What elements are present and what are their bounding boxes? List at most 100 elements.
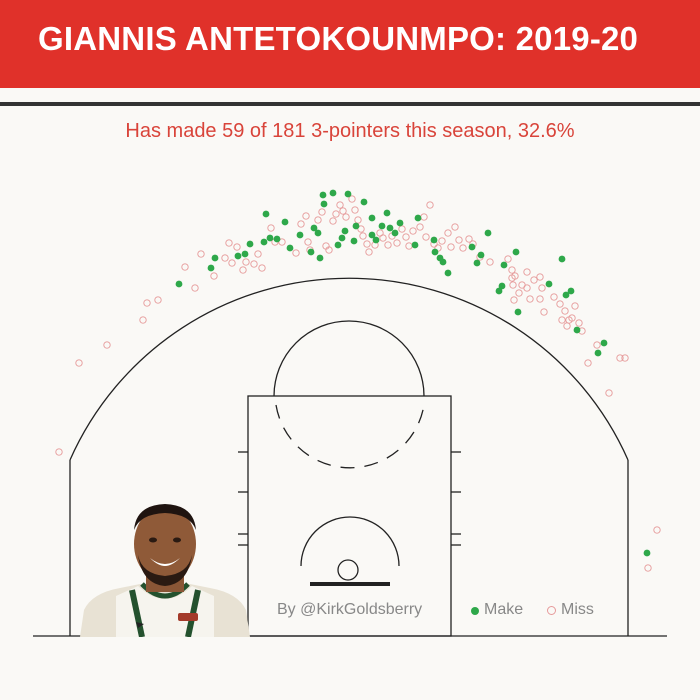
miss-shot-70 — [508, 266, 516, 274]
miss-shot-81 — [536, 273, 544, 281]
make-shot-54 — [391, 229, 399, 237]
miss-shot-55 — [426, 201, 434, 209]
miss-shot-82 — [536, 295, 544, 303]
miss-shot-39 — [357, 225, 365, 233]
miss-shot-11 — [225, 239, 233, 247]
miss-shot-17 — [254, 250, 262, 258]
legend-miss-marker — [547, 606, 556, 615]
make-shot-8 — [320, 200, 328, 208]
make-shot-43 — [260, 238, 268, 246]
miss-shot-92 — [571, 302, 579, 310]
miss-shot-6 — [181, 263, 189, 271]
free-throw-circle-top — [273, 320, 425, 397]
miss-shot-86 — [556, 300, 564, 308]
miss-shot-8 — [197, 250, 205, 258]
miss-shot-93 — [575, 319, 583, 327]
free-throw-circle-bottom — [275, 404, 425, 469]
make-shot-32 — [567, 287, 575, 295]
miss-shot-22 — [292, 249, 300, 257]
miss-shot-101 — [644, 564, 652, 572]
make-shot-2 — [344, 190, 352, 198]
miss-shot-36 — [348, 195, 356, 203]
miss-shot-14 — [239, 266, 247, 274]
miss-shot-80 — [530, 276, 538, 284]
make-shot-24 — [473, 259, 481, 267]
miss-shot-24 — [302, 212, 310, 220]
miss-shot-78 — [523, 284, 531, 292]
miss-shot-38 — [354, 216, 362, 224]
hoop — [337, 559, 359, 581]
make-shot-25 — [477, 251, 485, 259]
make-shot-17 — [414, 214, 422, 222]
miss-shot-32 — [332, 210, 340, 218]
miss-shot-56 — [422, 233, 430, 241]
make-shot-38 — [207, 264, 215, 272]
make-shot-44 — [266, 234, 274, 242]
miss-shot-73 — [510, 296, 518, 304]
make-shot-40 — [234, 252, 242, 260]
legend-make-label: Make — [484, 601, 524, 618]
legend-miss-label: Miss — [561, 601, 594, 618]
miss-shot-5 — [154, 296, 162, 304]
miss-shot-91 — [568, 314, 576, 322]
miss-shot-37 — [351, 206, 359, 214]
make-shot-39 — [211, 254, 219, 262]
miss-shot-99 — [605, 389, 613, 397]
make-shot-4 — [368, 214, 376, 222]
miss-shots — [55, 195, 661, 572]
miss-shot-10 — [221, 254, 229, 262]
miss-shot-84 — [540, 308, 548, 316]
miss-shot-50 — [402, 233, 410, 241]
miss-shot-85 — [550, 293, 558, 301]
make-shot-51 — [350, 237, 358, 245]
miss-shot-31 — [329, 217, 337, 225]
miss-shot-48 — [393, 239, 401, 247]
miss-shot-40 — [359, 232, 367, 240]
restricted-area-arc — [300, 516, 400, 567]
make-shot-36 — [600, 339, 608, 347]
miss-shot-41 — [363, 240, 371, 248]
page-title: GIANNIS ANTETOKOUNMPO: 2019-20 — [38, 20, 639, 57]
byline: By @KirkGoldsberry — [277, 601, 423, 618]
miss-shot-51 — [405, 242, 413, 250]
miss-shot-77 — [523, 268, 531, 276]
make-shot-26 — [500, 261, 508, 269]
make-shot-10 — [296, 231, 304, 239]
miss-shot-68 — [486, 258, 494, 266]
miss-shot-21 — [278, 238, 286, 246]
make-shot-56 — [436, 254, 444, 262]
miss-shot-18 — [258, 264, 266, 272]
miss-shot-19 — [267, 224, 275, 232]
miss-shot-35 — [342, 213, 350, 221]
chart-subtitle: Has made 59 of 181 3-pointers this seaso… — [125, 120, 575, 142]
miss-shot-96 — [593, 341, 601, 349]
miss-shot-23 — [297, 220, 305, 228]
miss-shot-7 — [191, 284, 199, 292]
miss-shot-74 — [511, 272, 519, 280]
miss-shot-79 — [526, 295, 534, 303]
make-shot-3 — [360, 198, 368, 206]
make-shot-34 — [573, 326, 581, 334]
make-shot-11 — [314, 229, 322, 237]
make-shots — [175, 189, 651, 557]
miss-shot-9 — [210, 272, 218, 280]
miss-shot-33 — [336, 201, 344, 209]
miss-shot-100 — [653, 526, 661, 534]
player-portrait — [80, 504, 250, 637]
miss-shot-1 — [75, 359, 83, 367]
make-shot-14 — [372, 236, 380, 244]
miss-shot-87 — [558, 316, 566, 324]
make-shot-46 — [286, 244, 294, 252]
make-shot-45 — [273, 235, 281, 243]
make-shot-5 — [383, 209, 391, 217]
miss-shot-0 — [55, 448, 63, 456]
miss-shot-4 — [143, 299, 151, 307]
miss-shot-72 — [509, 281, 517, 289]
court-lines — [33, 277, 667, 637]
miss-shot-60 — [444, 229, 452, 237]
make-shot-49 — [334, 241, 342, 249]
miss-shot-34 — [339, 207, 347, 215]
miss-shot-49 — [398, 225, 406, 233]
paint-lane — [247, 395, 452, 637]
